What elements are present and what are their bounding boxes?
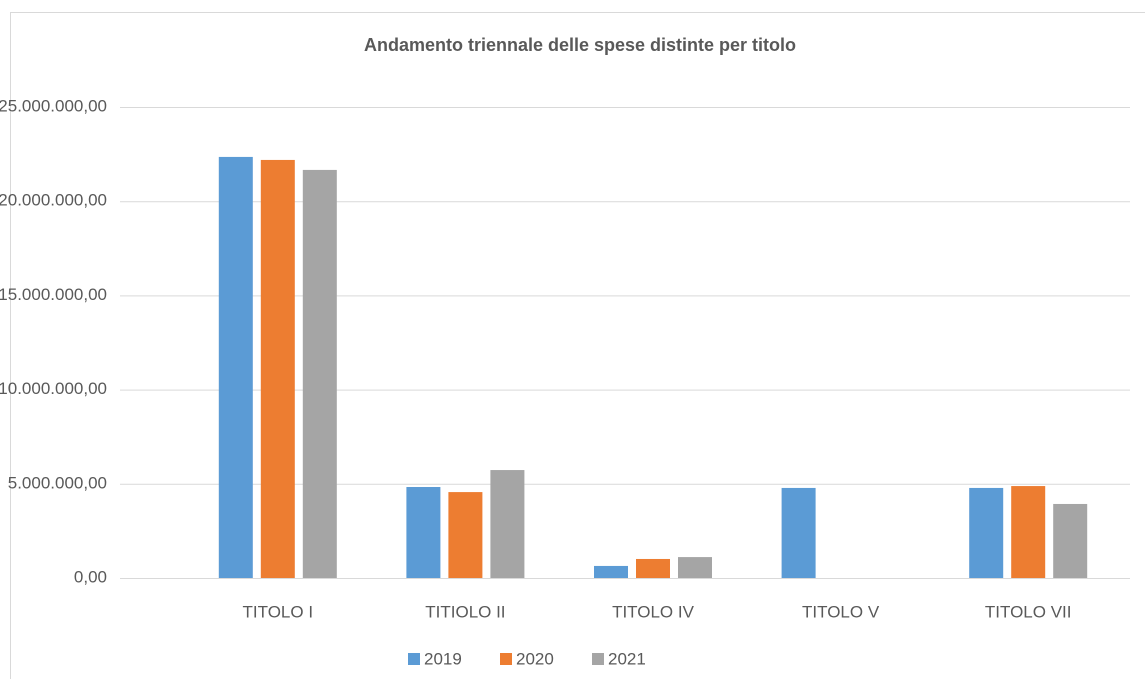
bar (303, 170, 337, 578)
y-tick-label: 25.000.000,00 (0, 96, 107, 115)
bar (1053, 504, 1087, 578)
bar (261, 160, 295, 578)
x-tick-label: TITIOLO II (425, 602, 505, 621)
y-tick-label: 10.000.000,00 (0, 379, 107, 398)
bar (636, 559, 670, 578)
legend-swatch (408, 653, 420, 665)
bar (219, 157, 253, 578)
y-tick-label: 5.000.000,00 (8, 473, 107, 492)
x-tick-label: TITOLO I (243, 602, 314, 621)
legend-swatch (592, 653, 604, 665)
x-tick-label: TITOLO VII (985, 602, 1072, 621)
legend-label: 2019 (424, 649, 462, 668)
y-tick-label: 15.000.000,00 (0, 285, 107, 304)
bar (678, 557, 712, 578)
y-tick-label: 20.000.000,00 (0, 191, 107, 210)
legend-swatch (500, 653, 512, 665)
x-tick-label: TITOLO V (802, 602, 880, 621)
bar (490, 470, 524, 578)
x-tick-label: TITOLO IV (612, 602, 695, 621)
legend-label: 2020 (516, 649, 554, 668)
bar (969, 488, 1003, 578)
chart-border (11, 13, 1145, 680)
y-tick-label: 0,00 (74, 567, 107, 586)
bar (1011, 486, 1045, 578)
legend-label: 2021 (608, 649, 646, 668)
bar (594, 566, 628, 578)
bar (406, 487, 440, 578)
chart-title: Andamento triennale delle spese distinte… (364, 35, 796, 55)
bar (782, 488, 816, 578)
bar (448, 492, 482, 578)
